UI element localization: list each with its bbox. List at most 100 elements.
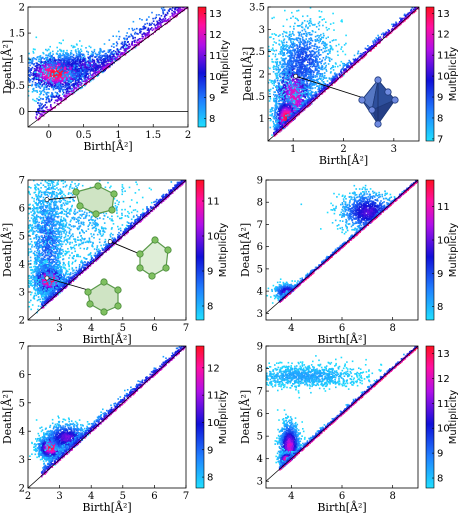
density-point [102, 63, 104, 66]
density-point [89, 70, 92, 72]
density-point [148, 29, 150, 32]
density-point [58, 56, 61, 59]
density-point [291, 69, 294, 72]
density-point [312, 59, 314, 61]
density-point [80, 61, 82, 63]
density-point [107, 64, 109, 67]
density-point [90, 60, 92, 62]
density-point [160, 19, 163, 21]
density-point [310, 22, 313, 25]
density-point [26, 72, 28, 74]
density-point [59, 83, 61, 85]
density-point [134, 33, 136, 35]
density-point [290, 91, 293, 94]
density-point [89, 58, 91, 61]
density-point [296, 105, 299, 108]
density-point [51, 73, 54, 76]
density-point [71, 66, 74, 68]
density-point [59, 97, 62, 99]
density-point [65, 72, 67, 74]
density-point [268, 48, 270, 51]
density-point [306, 76, 309, 79]
density-point [319, 35, 321, 37]
density-point [101, 55, 104, 57]
density-point [48, 99, 50, 101]
density-point [93, 66, 95, 68]
density-point [25, 71, 27, 73]
density-point [67, 64, 69, 66]
density-point [72, 85, 74, 87]
density-point [96, 58, 98, 60]
density-point [271, 107, 273, 109]
density-point [313, 63, 316, 66]
density-point [290, 97, 292, 99]
density-point [273, 41, 276, 43]
density-point [113, 50, 115, 52]
density-point [310, 85, 312, 88]
density-point [37, 60, 40, 62]
density-point [70, 93, 72, 95]
density-point [319, 74, 321, 76]
density-point [77, 87, 80, 90]
density-point [282, 127, 285, 130]
density-point [84, 75, 87, 77]
density-point [162, 20, 164, 23]
density-point [62, 90, 64, 92]
density-point [59, 61, 62, 63]
density-point [307, 71, 309, 73]
density-point [35, 72, 38, 75]
density-point [38, 72, 40, 75]
density-point [28, 71, 30, 74]
density-point [50, 84, 52, 86]
density-point [67, 86, 69, 89]
density-point [88, 75, 90, 77]
density-point [26, 73, 28, 75]
density-point [300, 52, 303, 55]
density-point [108, 39, 111, 41]
density-point [70, 50, 73, 52]
density-point [306, 72, 308, 74]
density-point [276, 62, 278, 65]
density-point [106, 57, 108, 60]
density-point [90, 53, 93, 55]
density-point [278, 39, 281, 42]
density-point [80, 65, 83, 67]
density-point [32, 48, 35, 50]
density-point [39, 115, 41, 118]
density-point [325, 68, 327, 71]
density-point [299, 49, 301, 51]
density-point [86, 72, 89, 75]
x-tick-label: 0.5 [76, 130, 92, 141]
density-point [46, 75, 48, 78]
density-point [40, 90, 43, 93]
density-point [98, 70, 101, 72]
density-point [72, 56, 75, 59]
density-point [281, 66, 284, 69]
density-point [285, 35, 287, 37]
density-point [305, 54, 308, 57]
density-point [298, 76, 300, 78]
density-point [70, 89, 73, 91]
density-point [84, 84, 86, 87]
density-point [117, 58, 120, 61]
density-point [103, 69, 106, 72]
density-point [292, 90, 294, 92]
density-point [45, 106, 47, 109]
density-point [95, 62, 97, 65]
density-point [293, 88, 295, 90]
density-point [126, 38, 128, 41]
density-point [296, 81, 299, 83]
density-point [44, 104, 46, 106]
density-point [88, 45, 91, 48]
density-point [95, 69, 97, 71]
density-point [314, 76, 316, 78]
density-point [31, 91, 34, 93]
density-point [34, 48, 36, 51]
density-point [49, 105, 52, 108]
density-point [327, 63, 330, 65]
density-point [295, 92, 298, 95]
density-point [45, 68, 47, 71]
density-point [104, 67, 106, 69]
density-point [333, 39, 335, 41]
density-point [280, 48, 282, 51]
